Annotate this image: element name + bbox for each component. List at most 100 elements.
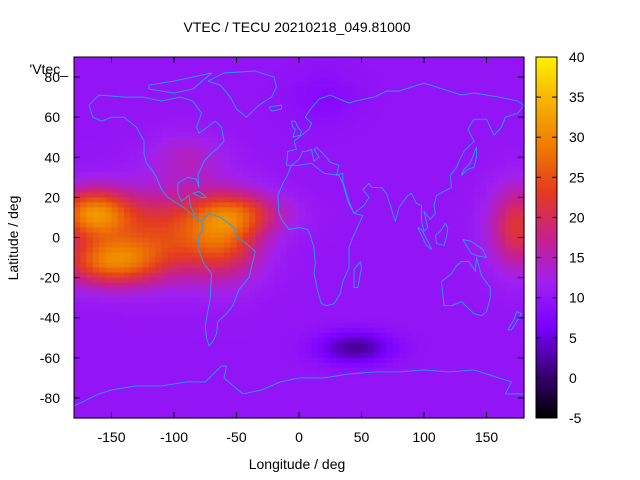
heatmap-cell (255, 142, 263, 148)
heatmap-cell (367, 232, 375, 239)
heatmap-cell (330, 117, 338, 123)
heatmap-cell (311, 137, 319, 143)
heatmap-cell (167, 342, 175, 349)
heatmap-cell (430, 222, 438, 229)
heatmap-cell (199, 237, 206, 244)
heatmap-cell (336, 227, 344, 234)
heatmap-cell (455, 117, 463, 123)
heatmap-cell (430, 67, 438, 73)
heatmap-cell (105, 232, 113, 239)
heatmap-cell (186, 402, 194, 409)
heatmap-cell (430, 57, 438, 63)
heatmap-cell (455, 302, 463, 309)
heatmap-cell (74, 337, 81, 344)
heatmap-cell (367, 382, 375, 389)
heatmap-cell (442, 387, 450, 394)
heatmap-cell (392, 292, 400, 299)
heatmap-cell (174, 397, 181, 404)
heatmap-cell (117, 197, 125, 203)
heatmap-cell (199, 392, 206, 399)
heatmap-cell (505, 137, 513, 143)
heatmap-cell (236, 262, 244, 269)
heatmap-cell (205, 352, 213, 359)
heatmap-cell (99, 302, 106, 309)
heatmap-cell (474, 152, 481, 158)
heatmap-cell (480, 162, 488, 168)
heatmap-cell (405, 272, 413, 279)
heatmap-cell (261, 257, 269, 264)
heatmap-cell (455, 162, 463, 168)
heatmap-cell (499, 132, 506, 138)
heatmap-cell (224, 397, 231, 404)
heatmap-cell (486, 242, 494, 249)
heatmap-cell (217, 272, 225, 279)
heatmap-cell (442, 262, 450, 269)
heatmap-cell (411, 152, 419, 158)
heatmap-cell (192, 372, 200, 379)
heatmap-cell (111, 122, 119, 128)
heatmap-cell (317, 287, 325, 294)
heatmap-cell (430, 257, 438, 264)
heatmap-cell (124, 122, 131, 128)
heatmap-cell (349, 357, 356, 364)
heatmap-cell (236, 137, 244, 143)
heatmap-cell (480, 242, 488, 249)
heatmap-cell (174, 292, 181, 299)
heatmap-cell (286, 267, 294, 274)
heatmap-cell (174, 152, 181, 158)
heatmap-cell (511, 277, 519, 284)
heatmap-cell (361, 107, 369, 113)
heatmap-cell (324, 277, 331, 284)
heatmap-cell (167, 192, 175, 198)
heatmap-cell (167, 62, 175, 68)
heatmap-cell (167, 402, 175, 409)
heatmap-cell (242, 77, 250, 83)
heatmap-cell (274, 102, 281, 108)
heatmap-cell (211, 152, 219, 158)
heatmap-cell (142, 332, 150, 339)
heatmap-cell (517, 117, 525, 123)
heatmap-cell (136, 92, 144, 98)
heatmap-cell (217, 77, 225, 83)
heatmap-cell (180, 87, 188, 93)
heatmap-cell (449, 322, 456, 329)
heatmap-cell (486, 397, 494, 404)
heatmap-cell (436, 337, 444, 344)
heatmap-cell (224, 272, 231, 279)
heatmap-cell (80, 242, 88, 249)
heatmap-cell (249, 352, 256, 359)
heatmap-cell (336, 172, 344, 178)
heatmap-cell (130, 302, 138, 309)
heatmap-cell (80, 402, 88, 409)
heatmap-cell (155, 82, 163, 88)
heatmap-cell (474, 382, 481, 389)
heatmap-cell (105, 117, 113, 123)
heatmap-cell (267, 127, 275, 133)
heatmap-cell (136, 187, 144, 193)
heatmap-cell (317, 257, 325, 264)
heatmap-cell (355, 252, 363, 259)
heatmap-cell (167, 82, 175, 88)
heatmap-cell (486, 187, 494, 193)
heatmap-cell (424, 207, 431, 214)
heatmap-cell (486, 207, 494, 214)
heatmap-cell (186, 367, 194, 374)
heatmap-cell (136, 302, 144, 309)
heatmap-cell (411, 132, 419, 138)
heatmap-cell (480, 272, 488, 279)
heatmap-cell (405, 267, 413, 274)
heatmap-cell (380, 382, 388, 389)
heatmap-cell (399, 217, 406, 224)
heatmap-cell (311, 102, 319, 108)
heatmap-cell (374, 277, 381, 284)
heatmap-cell (399, 172, 406, 178)
heatmap-cell (186, 187, 194, 193)
heatmap-cell (342, 212, 350, 219)
heatmap-cell (349, 272, 356, 279)
heatmap-cell (80, 102, 88, 108)
heatmap-cell (436, 202, 444, 209)
heatmap-cell (336, 132, 344, 138)
heatmap-cell (480, 142, 488, 148)
heatmap-cell (355, 157, 363, 163)
heatmap-cell (261, 82, 269, 88)
